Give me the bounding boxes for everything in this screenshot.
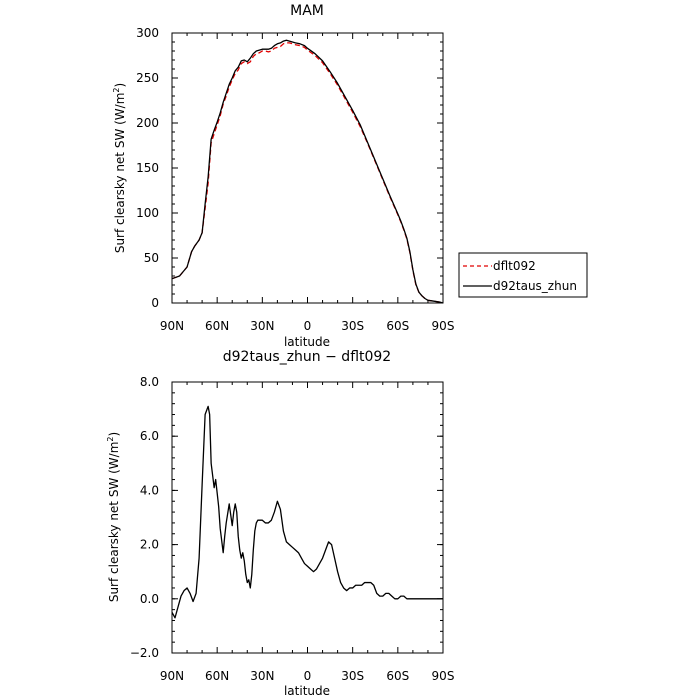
panel-top-y-tick-label-200: 200: [136, 116, 159, 130]
panel-bottom-y-tick-label-2-0: 2.0: [140, 538, 159, 552]
panel-top-x-tick-label-90n: 90N: [160, 319, 184, 333]
panel-top-frame: [171, 32, 444, 304]
panel-bottom-y-axis-label-sup: 2: [106, 437, 115, 442]
panel-bottom-x-tick-label-30s: 30S: [341, 669, 364, 683]
panel-top-y-axis-label-text: Surf clearsky net SW (W/m: [113, 93, 127, 254]
panel-top-y-tick-label-150: 150: [136, 161, 159, 175]
legend-box: [458, 252, 588, 298]
panel-top-series-line-d92taus-zhun: [171, 39, 444, 304]
panel-top-y-tick-label-0: 0: [151, 296, 159, 310]
panel-top-title: MAM: [290, 3, 324, 19]
panel-bottom: d92taus_zhun − dflt092 90N 60N 30N 0 30S 60S 9…: [106, 349, 454, 698]
panel-top: MAM 90N 60N 30N 0 30S 60S 90S 0 50 100 150 200 250 3…: [112, 3, 588, 349]
panel-top-plot: [171, 39, 444, 304]
panel-bottom-y-tick-label-4-0: 4.0: [140, 483, 159, 497]
panel-top-x-ticks: 90N 60N 30N 0 30S 60S 90S: [160, 33, 455, 333]
panel-top-y-axis-label-close: ): [113, 83, 127, 88]
panel-top-y-tick-label-50: 50: [144, 251, 159, 265]
panel-bottom-y-tick-label-8-0: 8.0: [140, 375, 159, 389]
panel-top-y-axis-label: Surf clearsky net SW (W/m2): [112, 83, 127, 253]
panel-bottom-x-tick-label-90s: 90S: [432, 669, 455, 683]
panel-bottom-x-tick-label-60s: 60S: [386, 669, 409, 683]
panel-bottom-x-tick-label-90n: 90N: [160, 669, 184, 683]
panel-bottom-series-line-series-0: [171, 405, 443, 619]
panel-top-x-tick-label-30n: 30N: [250, 319, 274, 333]
panel-bottom-plot: [171, 405, 443, 619]
panel-bottom-x-tick-label-60n: 60N: [205, 669, 229, 683]
panel-bottom-x-ticks: 90N 60N 30N 0 30S 60S 90S: [160, 382, 455, 683]
panel-bottom-title: d92taus_zhun − dflt092: [223, 349, 391, 365]
panel-top-x-axis-label: latitude: [284, 335, 330, 349]
panel-top-y-axis-label-sup: 2: [112, 88, 121, 93]
panel-top-series-line-dflt092: [171, 42, 444, 304]
panel-top-y-tick-label-300: 300: [136, 26, 159, 40]
panel-top-y-tick-label-100: 100: [136, 206, 159, 220]
legend-label-d92taus-zhun: d92taus_zhun: [493, 279, 577, 293]
panel-top-y-ticks: 0 50 100 150 200 250 300: [136, 26, 443, 310]
panel-top-x-tick-label-30s: 30S: [341, 319, 364, 333]
panel-bottom-y-tick-label-6-0: 6.0: [140, 429, 159, 443]
panel-bottom-x-tick-label-0: 0: [304, 669, 312, 683]
panel-bottom-y-ticks: −2.0 0.0 2.0 4.0 6.0 8.0: [130, 375, 443, 660]
panel-bottom-y-tick-label-2-0: −2.0: [130, 646, 159, 660]
legend-label-dflt092: dflt092: [493, 259, 536, 273]
panel-bottom-y-axis-label: Surf clearsky net SW (W/m2): [106, 432, 121, 602]
panel-top-x-tick-label-90s: 90S: [432, 319, 455, 333]
panel-top-x-tick-label-60n: 60N: [205, 319, 229, 333]
panel-bottom-frame: [171, 381, 444, 654]
panel-bottom-x-tick-label-30n: 30N: [250, 669, 274, 683]
panel-bottom-y-tick-label-0-0: 0.0: [140, 592, 159, 606]
panel-bottom-y-axis-label-close: ): [107, 432, 121, 437]
panel-top-x-tick-label-0: 0: [304, 319, 312, 333]
legend: dflt092 d92taus_zhun: [458, 252, 588, 298]
panel-top-y-tick-label-250: 250: [136, 71, 159, 85]
panel-bottom-x-axis-label: latitude: [284, 684, 330, 698]
panel-top-x-tick-label-60s: 60S: [386, 319, 409, 333]
panel-bottom-y-axis-label-text: Surf clearsky net SW (W/m: [107, 442, 121, 603]
